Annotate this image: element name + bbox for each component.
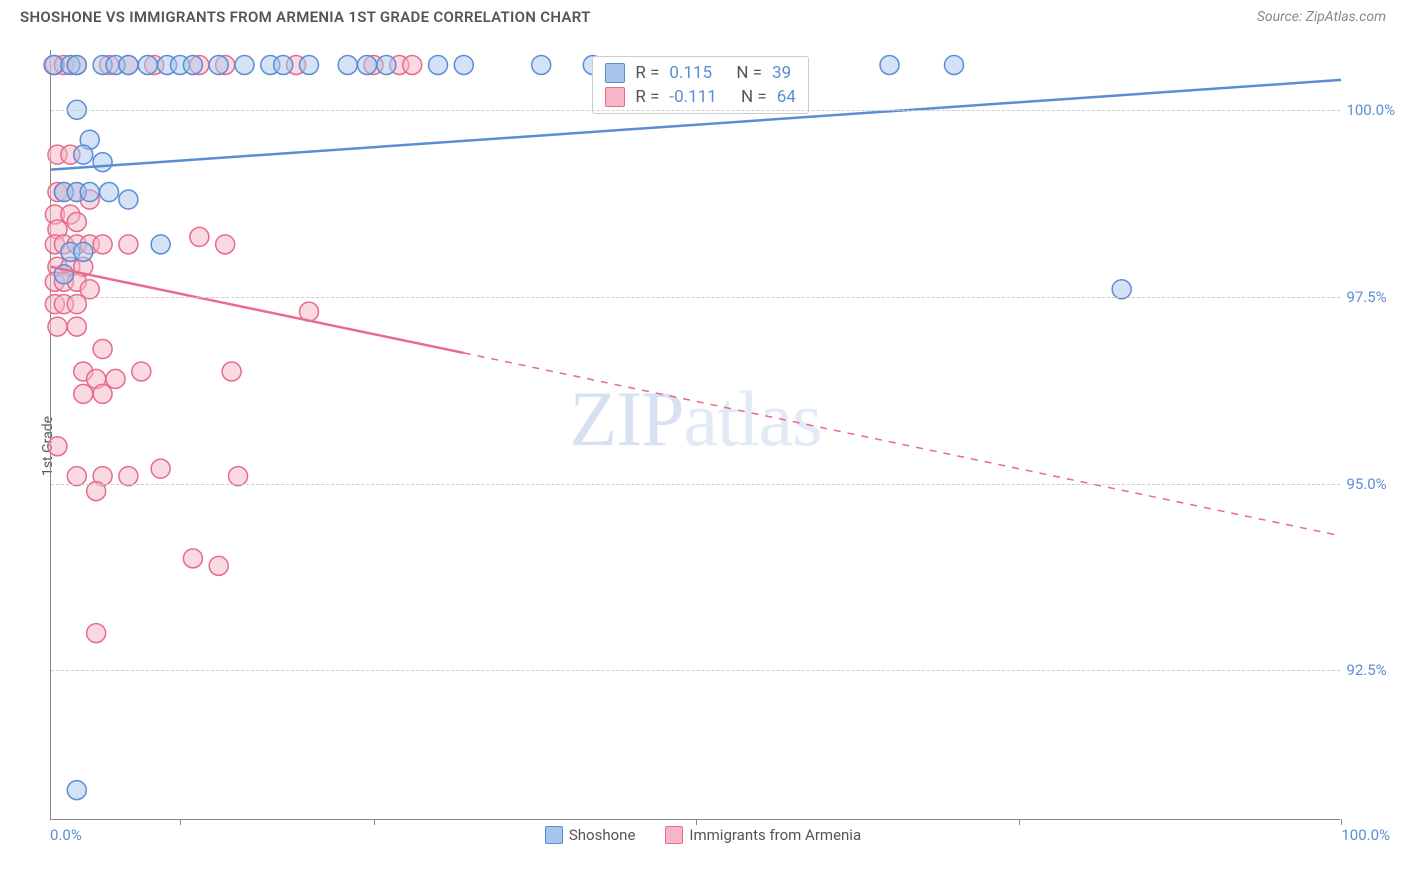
pink-point bbox=[403, 55, 422, 74]
blue-point bbox=[300, 55, 319, 74]
blue-point bbox=[945, 55, 964, 74]
x-tick bbox=[180, 819, 181, 825]
y-tick-label: 92.5% bbox=[1346, 661, 1386, 679]
blue-point bbox=[100, 183, 119, 202]
blue-point bbox=[454, 55, 473, 74]
blue-point bbox=[209, 55, 228, 74]
n-value-pink: 64 bbox=[777, 87, 796, 107]
blue-point bbox=[274, 55, 293, 74]
gridline bbox=[51, 670, 1340, 671]
n-value-blue: 39 bbox=[772, 63, 791, 83]
blue-point bbox=[358, 55, 377, 74]
bottom-legend: Shoshone Immigrants from Armenia bbox=[0, 826, 1406, 844]
y-tick-label: 97.5% bbox=[1346, 288, 1386, 306]
gridline bbox=[51, 110, 1340, 111]
blue-point bbox=[119, 190, 138, 209]
pink-point bbox=[216, 235, 235, 254]
y-tick-label: 100.0% bbox=[1346, 101, 1395, 119]
r-value-pink: -0.111 bbox=[669, 87, 716, 107]
pink-point bbox=[93, 384, 112, 403]
r-label: R = bbox=[635, 63, 659, 83]
pink-point bbox=[132, 362, 151, 381]
legend-item-pink: Immigrants from Armenia bbox=[665, 826, 861, 844]
pink-point bbox=[106, 369, 125, 388]
corr-row-blue: R = 0.115 N = 39 bbox=[605, 61, 795, 85]
gridline bbox=[51, 297, 1340, 298]
pink-point bbox=[222, 362, 241, 381]
blue-point bbox=[119, 55, 138, 74]
gridline bbox=[51, 484, 1340, 485]
blue-point bbox=[235, 55, 254, 74]
pink-point bbox=[87, 624, 106, 643]
pink-trendline bbox=[51, 267, 464, 353]
x-tick bbox=[374, 819, 375, 825]
pink-point bbox=[48, 317, 67, 336]
n-label: N = bbox=[736, 63, 762, 83]
blue-point bbox=[377, 55, 396, 74]
x-tick bbox=[1341, 819, 1342, 825]
pink-point bbox=[67, 212, 86, 231]
blue-point bbox=[429, 55, 448, 74]
legend-label-blue: Shoshone bbox=[569, 826, 636, 844]
x-tick bbox=[696, 819, 697, 825]
blue-point bbox=[532, 55, 551, 74]
pink-point bbox=[74, 384, 93, 403]
source-attribution: Source: ZipAtlas.com bbox=[1257, 9, 1386, 25]
pink-point bbox=[151, 459, 170, 478]
pink-point bbox=[190, 227, 209, 246]
pink-point bbox=[93, 235, 112, 254]
r-label: R = bbox=[635, 87, 659, 107]
corr-row-pink: R = -0.111 N = 64 bbox=[605, 85, 795, 109]
pink-point bbox=[209, 556, 228, 575]
y-tick-label: 95.0% bbox=[1346, 475, 1386, 493]
plot-area: ZIPatlas R = 0.115 N = 39 R = -0.111 N =… bbox=[50, 50, 1340, 820]
scatter-svg bbox=[51, 50, 1340, 819]
swatch-pink-icon bbox=[605, 87, 625, 107]
swatch-blue-icon bbox=[545, 826, 563, 844]
n-label: N = bbox=[741, 87, 767, 107]
blue-point bbox=[338, 55, 357, 74]
blue-point bbox=[183, 55, 202, 74]
blue-point bbox=[880, 55, 899, 74]
blue-point bbox=[67, 55, 86, 74]
pink-point bbox=[67, 317, 86, 336]
pink-trendline-extrapolated bbox=[464, 353, 1341, 536]
blue-point bbox=[138, 55, 157, 74]
blue-point bbox=[151, 235, 170, 254]
x-tick bbox=[1019, 819, 1020, 825]
blue-point bbox=[74, 145, 93, 164]
r-value-blue: 0.115 bbox=[669, 63, 712, 83]
correlation-legend: R = 0.115 N = 39 R = -0.111 N = 64 bbox=[592, 56, 808, 114]
pink-point bbox=[119, 235, 138, 254]
blue-point bbox=[93, 153, 112, 172]
legend-label-pink: Immigrants from Armenia bbox=[689, 826, 861, 844]
pink-point bbox=[93, 340, 112, 359]
blue-point bbox=[74, 242, 93, 261]
pink-point bbox=[48, 437, 67, 456]
blue-point bbox=[80, 183, 99, 202]
blue-point bbox=[67, 781, 86, 800]
legend-item-blue: Shoshone bbox=[545, 826, 636, 844]
swatch-pink-icon bbox=[665, 826, 683, 844]
pink-point bbox=[183, 549, 202, 568]
swatch-blue-icon bbox=[605, 63, 625, 83]
chart-title: SHOSHONE VS IMMIGRANTS FROM ARMENIA 1ST … bbox=[20, 8, 591, 26]
